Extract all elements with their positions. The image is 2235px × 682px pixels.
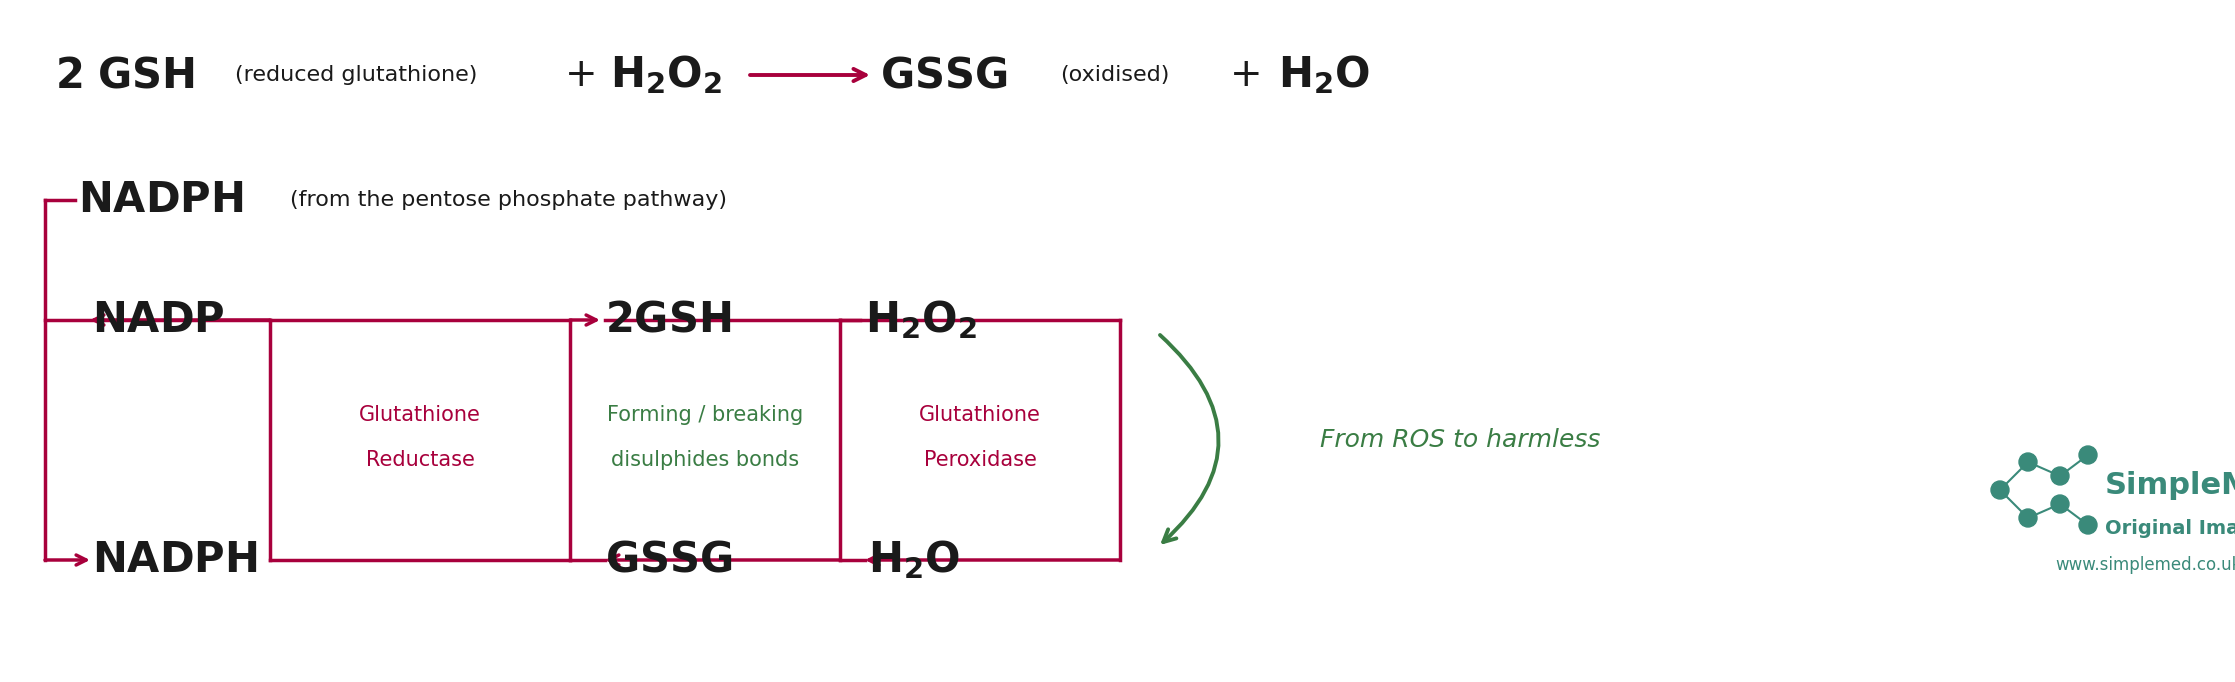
Text: $\mathbf{2\ GSH}$: $\mathbf{2\ GSH}$ bbox=[56, 54, 194, 96]
Text: (from the pentose phosphate pathway): (from the pentose phosphate pathway) bbox=[291, 190, 726, 210]
Text: $\mathbf{NADPH}$: $\mathbf{NADPH}$ bbox=[92, 539, 257, 581]
Text: $\mathbf{NADP}$: $\mathbf{NADP}$ bbox=[92, 299, 224, 341]
Text: Reductase: Reductase bbox=[367, 450, 474, 470]
Text: $\mathbf{NADPH}$: $\mathbf{NADPH}$ bbox=[78, 179, 244, 221]
Text: $\mathbf{2GSH}$: $\mathbf{2GSH}$ bbox=[606, 299, 731, 341]
Text: Peroxidase: Peroxidase bbox=[923, 450, 1037, 470]
Circle shape bbox=[2018, 453, 2036, 471]
Text: $\mathbf{H_2O_2}$: $\mathbf{H_2O_2}$ bbox=[610, 54, 722, 96]
Text: $\mathbf{H_2O}$: $\mathbf{H_2O}$ bbox=[867, 539, 961, 582]
Text: $\mathbf{GSSG}$: $\mathbf{GSSG}$ bbox=[606, 539, 733, 581]
Circle shape bbox=[2052, 467, 2070, 485]
Circle shape bbox=[2018, 509, 2036, 527]
Text: (reduced glutathione): (reduced glutathione) bbox=[235, 65, 478, 85]
Text: Glutathione: Glutathione bbox=[919, 405, 1042, 425]
Text: $\mathbf{H_2O}$: $\mathbf{H_2O}$ bbox=[1278, 54, 1370, 96]
Text: Original Image ©: Original Image © bbox=[2105, 518, 2235, 537]
Text: disulphides bonds: disulphides bonds bbox=[610, 450, 800, 470]
Text: SimpleMed: SimpleMed bbox=[2105, 471, 2235, 499]
Text: +: + bbox=[565, 56, 597, 94]
Text: +: + bbox=[1229, 56, 1263, 94]
Circle shape bbox=[2052, 495, 2070, 513]
Text: Forming / breaking: Forming / breaking bbox=[608, 405, 802, 425]
Text: From ROS to harmless: From ROS to harmless bbox=[1321, 428, 1600, 452]
Circle shape bbox=[2079, 446, 2096, 464]
Circle shape bbox=[2079, 516, 2096, 534]
Text: $\mathbf{H_2O_2}$: $\mathbf{H_2O_2}$ bbox=[865, 299, 977, 342]
Text: www.simplemed.co.uk: www.simplemed.co.uk bbox=[2054, 556, 2235, 574]
Circle shape bbox=[1991, 481, 2009, 499]
Text: Glutathione: Glutathione bbox=[360, 405, 481, 425]
Text: (oxidised): (oxidised) bbox=[1059, 65, 1169, 85]
Text: $\mathbf{GSSG}$: $\mathbf{GSSG}$ bbox=[881, 54, 1008, 96]
